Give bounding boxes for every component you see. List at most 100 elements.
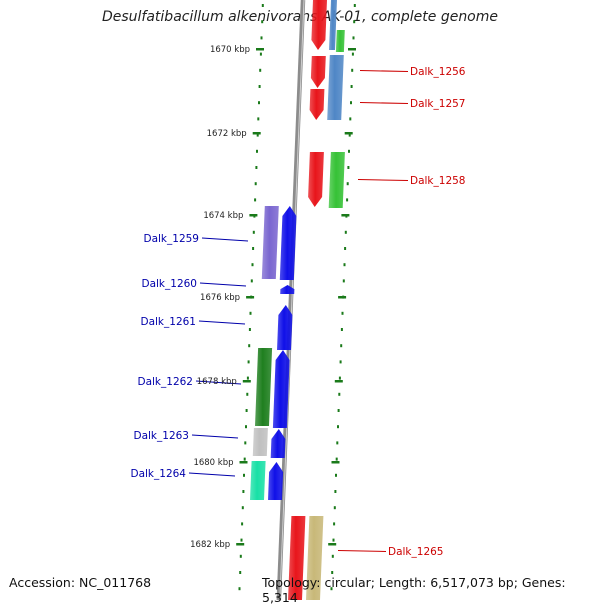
tick-dot [333,506,336,510]
tick-dot [247,360,250,364]
tick-dot [335,473,337,477]
kbp-tick [246,296,255,299]
gene-feature-dalk-1260 [280,285,295,294]
kbp-label: 1674 kbp [203,211,243,221]
leader-line-dalk-1257 [359,102,409,104]
leader-line-dalk-1259 [201,237,249,242]
tick-dot [255,166,258,169]
genome-title: Desulfatibacillum alkenivorans AK-01, co… [101,9,499,25]
kbp-tick-outer [331,461,340,464]
gene-feature-dalk-1265 [288,516,306,600]
tick-dot [248,328,251,331]
tick-dot [350,85,353,88]
gene-feature-dalk-1261 [277,305,293,350]
kbp-label: 1680 kbp [193,458,233,468]
leader-line-dalk-1261 [198,320,246,325]
tick-dot [331,554,334,558]
accession-text: Accession: NC_011768 [9,575,152,590]
leader-line-dalk-1263 [191,434,239,439]
kbp-label: 1678 kbp [197,377,237,387]
tick-dot [351,68,354,72]
genome-backbone-highlight [279,0,305,600]
gene-label-dalk-1261: Dalk_1261 [141,316,197,328]
tick-dot [256,133,259,137]
tick-dot [241,522,244,526]
gene-label-dalk-1258: Dalk_1258 [410,175,466,187]
tick-dot [333,522,336,526]
kbp-tick-outer [338,296,347,299]
tick-dot [243,457,246,461]
tick-dot [246,376,249,380]
gene-feature-dalk-1263 [270,429,286,458]
kbp-tick [239,461,248,464]
tick-dot [250,279,253,283]
tick-dot [245,425,247,429]
gene-feature-dalk-1262 [272,350,290,428]
tick-dot [332,538,335,542]
leader-line-dalk-1264 [188,472,236,477]
tick-dot [258,101,260,105]
tick-dot [259,52,262,56]
gene-feature-orf [250,461,266,500]
tick-dot [258,85,261,88]
tick-dot [334,490,337,493]
tick-dot [341,311,344,315]
topology-text: Topology: circular; Length: 6,517,073 bp… [262,575,566,605]
tick-dot [338,376,341,380]
tick-dot [340,328,343,331]
tick-dot [331,571,334,574]
tick-dot [261,20,264,24]
tick-dot [249,311,252,315]
tick-dot [252,230,255,234]
kbp-tick-outer [341,214,350,217]
gene-feature-orf [255,348,273,426]
tick-dot [353,20,356,24]
gene-feature-orf [261,206,279,279]
gene-label-dalk-1256: Dalk_1256 [410,66,466,78]
genome-backbone [276,0,306,600]
tick-dot [340,344,343,348]
kbp-tick [256,48,264,51]
tick-dot [254,198,257,202]
gene-label-dalk-1262: Dalk_1262 [138,376,194,388]
tick-dot [242,490,245,493]
tick-dot [254,182,257,186]
tick-dot [239,554,242,558]
gene-label-dalk-1260: Dalk_1260 [142,278,198,290]
leader-line-dalk-1260 [199,282,247,287]
gene-feature-dalk-1257 [309,89,325,120]
tick-dot [349,117,352,121]
gene-feature [335,30,345,52]
tick-dot [350,101,352,105]
tick-dot [239,571,242,574]
tick-dot [246,392,249,396]
kbp-tick-outer [348,48,356,51]
gene-label-dalk-1257: Dalk_1257 [410,98,466,110]
tick-dot [346,198,349,202]
kbp-tick-outer [328,543,337,546]
leader-line-dalk-1262 [195,380,242,385]
tick-dot [338,392,341,396]
tick-dot [344,247,347,250]
tick-dot [259,68,262,72]
tick-dot [346,182,349,186]
kbp-tick-outer [334,380,343,383]
tick-dot [335,457,338,461]
tick-dot [342,279,345,283]
tick-dot [260,36,263,40]
gene-feature [311,0,327,50]
tick-dot [337,409,340,412]
tick-dot [241,506,244,510]
gene-feature-orf [306,516,324,600]
gene-feature-dalk-1258 [308,152,324,207]
tick-dot [256,149,258,153]
tick-dot [351,52,354,56]
kbp-tick [249,214,258,217]
tick-dot [337,425,339,429]
tick-dot [240,538,243,542]
tick-dot [336,441,339,445]
tick-dot [339,360,342,364]
tick-dot [251,263,254,267]
gene-label-dalk-1264: Dalk_1264 [131,468,187,480]
